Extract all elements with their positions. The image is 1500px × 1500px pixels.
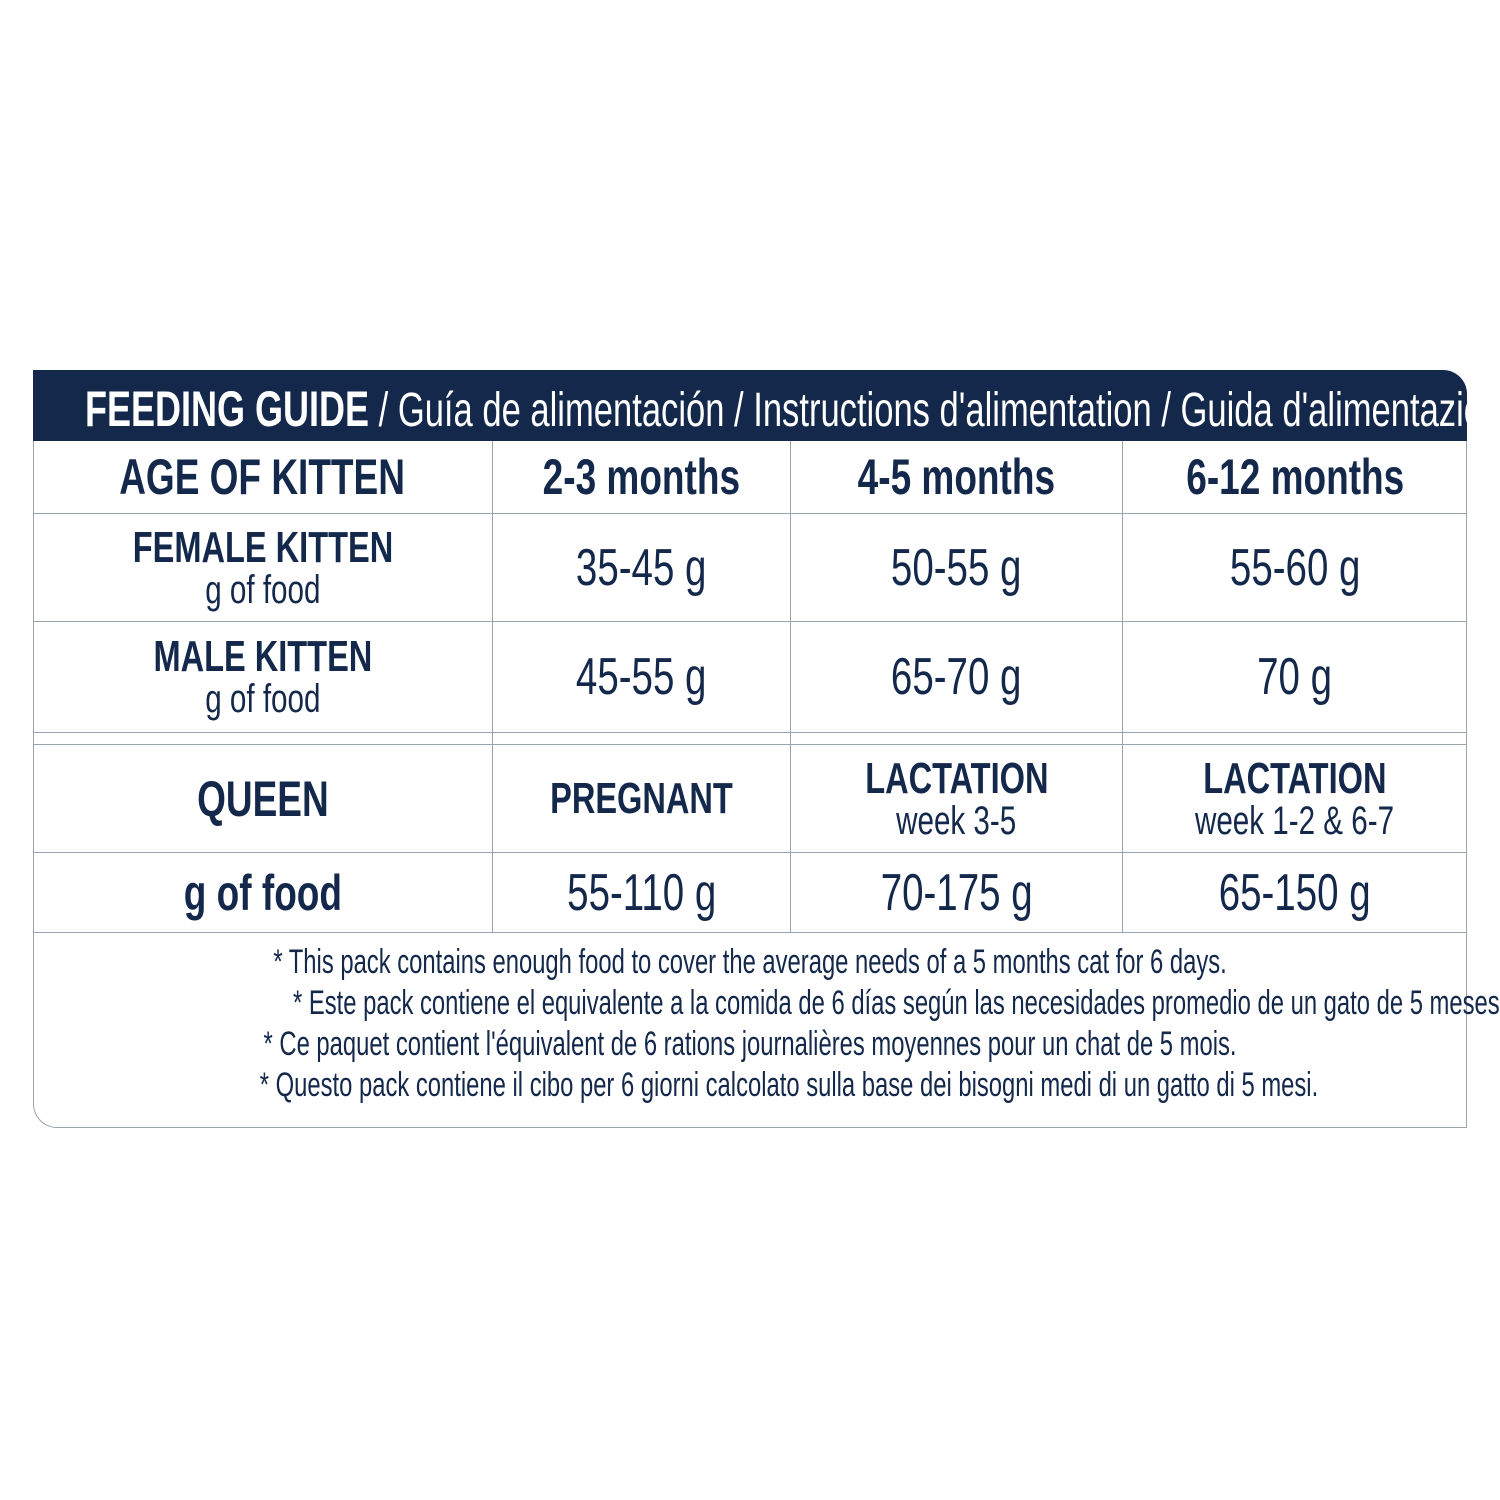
table-row-male: MALE KITTEN g of food 45-55 g 65-70 g 70 …: [33, 622, 1467, 732]
value-cell: 45-55 g: [576, 648, 707, 706]
col-subheader: week 3-5: [896, 798, 1017, 843]
title: FEEDING GUIDE: [85, 381, 370, 437]
row-label: g of food: [183, 864, 342, 921]
queen-header-row: QUEEN PREGNANT LACTATION week 3-5 LACTATI…: [33, 745, 1467, 853]
col-subheader: week 1-2 & 6-7: [1195, 798, 1395, 843]
row-label: MALE KITTEN: [153, 632, 372, 681]
feeding-guide-header: FEEDING GUIDE / Guía de alimentación / I…: [33, 370, 1500, 441]
double-divider: [33, 732, 1467, 745]
col-header: 6-12 months: [1186, 449, 1404, 505]
value-cell: 55-60 g: [1229, 538, 1361, 597]
col-header: 4-5 months: [857, 449, 1056, 505]
row-sublabel: g of food: [204, 567, 321, 612]
value-cell: 55-110 g: [566, 863, 717, 922]
row-label: FEMALE KITTEN: [132, 522, 393, 572]
feeding-guide-frame: [33, 370, 1467, 1128]
kitten-header-row: AGE OF KITTEN 2-3 months 4-5 months 6-12…: [33, 441, 1467, 514]
col-header: PREGNANT: [550, 773, 733, 823]
table-row-female: FEMALE KITTEN g of food 35-45 g 50-55 g 5…: [33, 514, 1467, 622]
footnote: * Este pack contiene el equivalente a la…: [292, 984, 1500, 1022]
value-cell: 70 g: [1257, 648, 1333, 706]
footnote: * Questo pack contiene il cibo per 6 gio…: [259, 1066, 1319, 1104]
value-cell: 50-55 g: [891, 538, 1022, 597]
col-header: 2-3 months: [542, 449, 741, 505]
footnote: * This pack contains enough food to cove…: [273, 943, 1227, 981]
subtitle: / Guía de alimentación / Instructions d'…: [369, 384, 1500, 437]
value-cell: 65-70 g: [891, 648, 1022, 706]
feeding-table: AGE OF KITTEN 2-3 months 4-5 months 6-12…: [33, 441, 1467, 933]
footnotes: * This pack contains enough food to cove…: [33, 942, 1500, 1106]
col-header: LACTATION: [1203, 753, 1387, 803]
queen-label: QUEEN: [196, 770, 329, 827]
table-row-queen-food: g of food 55-110 g 70-175 g 65-150 g: [33, 853, 1467, 933]
col-header: LACTATION: [864, 753, 1049, 803]
value-cell: 70-175 g: [880, 863, 1033, 922]
value-cell: 35-45 g: [576, 538, 707, 597]
age-of-kitten-label: AGE OF KITTEN: [119, 449, 406, 505]
value-cell: 65-150 g: [1219, 863, 1371, 922]
row-sublabel: g of food: [204, 677, 321, 721]
footnote: * Ce paquet contient l'équivalent de 6 r…: [263, 1025, 1237, 1063]
